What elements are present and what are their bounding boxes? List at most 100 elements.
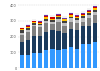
Bar — [69, 19, 73, 22]
Bar — [56, 50, 61, 68]
Bar — [44, 15, 48, 16]
Bar — [93, 10, 98, 12]
Bar — [32, 21, 36, 22]
Bar — [75, 18, 79, 20]
Bar — [50, 19, 55, 20]
Bar — [38, 53, 42, 68]
Bar — [38, 36, 42, 53]
Bar — [62, 23, 67, 26]
Bar — [81, 22, 85, 26]
Bar — [26, 26, 30, 27]
Bar — [75, 17, 79, 18]
Bar — [38, 27, 42, 36]
Bar — [75, 23, 79, 30]
Bar — [50, 17, 55, 19]
Bar — [75, 16, 79, 17]
Bar — [44, 21, 48, 23]
Bar — [69, 22, 73, 29]
Bar — [93, 12, 98, 15]
Bar — [62, 18, 67, 19]
Bar — [26, 24, 30, 25]
Bar — [62, 33, 67, 49]
Bar — [32, 25, 36, 26]
Bar — [69, 29, 73, 47]
Bar — [50, 49, 55, 68]
Bar — [38, 25, 42, 27]
Bar — [20, 33, 24, 35]
Bar — [38, 23, 42, 24]
Bar — [69, 14, 73, 15]
Bar — [62, 26, 67, 33]
Bar — [81, 16, 85, 18]
Bar — [50, 30, 55, 49]
Bar — [38, 20, 42, 21]
Bar — [62, 49, 67, 68]
Bar — [32, 19, 36, 21]
Bar — [69, 17, 73, 19]
Bar — [87, 15, 91, 18]
Bar — [20, 42, 24, 55]
Bar — [20, 29, 24, 30]
Bar — [20, 27, 24, 28]
Bar — [93, 15, 98, 23]
Bar — [87, 18, 91, 26]
Bar — [44, 23, 48, 32]
Bar — [32, 53, 36, 68]
Bar — [38, 21, 42, 22]
Bar — [81, 44, 85, 68]
Bar — [32, 26, 36, 36]
Bar — [26, 27, 30, 28]
Bar — [56, 31, 61, 50]
Bar — [50, 22, 55, 24]
Bar — [93, 6, 98, 7]
Bar — [75, 48, 79, 68]
Bar — [50, 15, 55, 17]
Bar — [56, 22, 61, 31]
Bar — [93, 42, 98, 68]
Bar — [20, 30, 24, 33]
Bar — [81, 14, 85, 15]
Bar — [56, 17, 61, 19]
Bar — [93, 4, 98, 6]
Bar — [69, 12, 73, 13]
Bar — [56, 13, 61, 14]
Bar — [75, 20, 79, 23]
Bar — [87, 44, 91, 68]
Bar — [87, 11, 91, 12]
Bar — [26, 55, 30, 68]
Bar — [75, 15, 79, 16]
Bar — [56, 19, 61, 22]
Bar — [26, 32, 30, 40]
Bar — [32, 36, 36, 53]
Bar — [87, 26, 91, 44]
Bar — [20, 35, 24, 42]
Bar — [44, 14, 48, 15]
Bar — [44, 32, 48, 50]
Bar — [20, 28, 24, 29]
Bar — [81, 11, 85, 13]
Bar — [75, 13, 79, 15]
Bar — [69, 15, 73, 17]
Bar — [81, 15, 85, 16]
Bar — [26, 28, 30, 30]
Bar — [38, 24, 42, 25]
Bar — [26, 25, 30, 26]
Bar — [69, 47, 73, 68]
Bar — [56, 14, 61, 15]
Bar — [81, 26, 85, 44]
Bar — [81, 18, 85, 22]
Bar — [69, 13, 73, 14]
Bar — [56, 16, 61, 17]
Bar — [44, 16, 48, 17]
Bar — [93, 8, 98, 10]
Bar — [62, 21, 67, 23]
Bar — [20, 55, 24, 68]
Bar — [93, 7, 98, 8]
Bar — [44, 17, 48, 19]
Bar — [87, 8, 91, 10]
Bar — [32, 22, 36, 23]
Bar — [62, 19, 67, 21]
Bar — [87, 10, 91, 11]
Bar — [32, 23, 36, 25]
Bar — [50, 20, 55, 22]
